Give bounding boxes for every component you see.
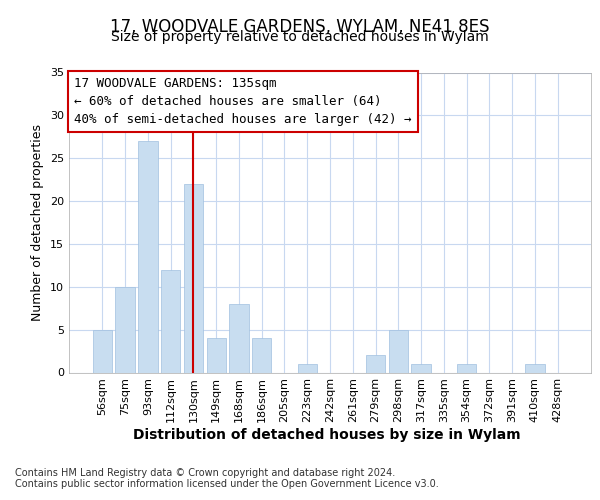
Bar: [366, 356, 385, 372]
Text: 17, WOODVALE GARDENS, WYLAM, NE41 8ES: 17, WOODVALE GARDENS, WYLAM, NE41 8ES: [110, 18, 490, 36]
Bar: [389, 330, 408, 372]
Bar: [252, 338, 271, 372]
Bar: [412, 364, 431, 372]
Bar: [115, 287, 135, 372]
Bar: [184, 184, 203, 372]
Text: 17 WOODVALE GARDENS: 135sqm
← 60% of detached houses are smaller (64)
40% of sem: 17 WOODVALE GARDENS: 135sqm ← 60% of det…: [74, 77, 412, 126]
Bar: [525, 364, 545, 372]
Text: Contains HM Land Registry data © Crown copyright and database right 2024.
Contai: Contains HM Land Registry data © Crown c…: [15, 468, 439, 489]
Bar: [93, 330, 112, 372]
Text: Size of property relative to detached houses in Wylam: Size of property relative to detached ho…: [111, 30, 489, 44]
Bar: [206, 338, 226, 372]
Y-axis label: Number of detached properties: Number of detached properties: [31, 124, 44, 321]
Bar: [138, 141, 158, 372]
Bar: [161, 270, 181, 372]
Bar: [298, 364, 317, 372]
Bar: [229, 304, 248, 372]
Text: Distribution of detached houses by size in Wylam: Distribution of detached houses by size …: [133, 428, 521, 442]
Bar: [457, 364, 476, 372]
